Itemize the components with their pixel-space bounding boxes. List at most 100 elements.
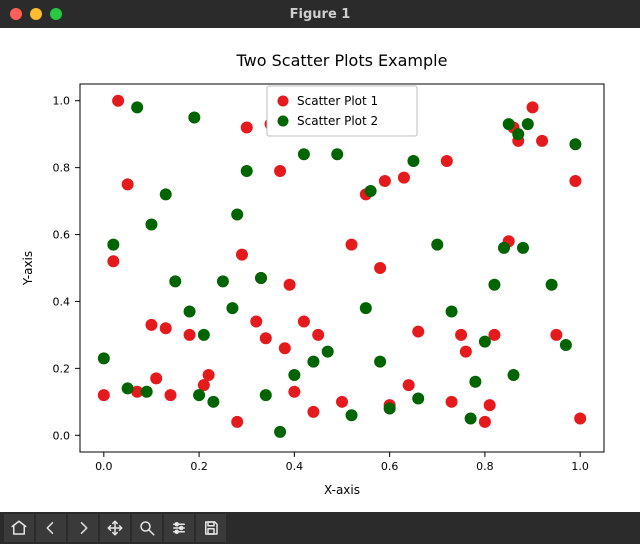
minimize-icon[interactable] [30, 8, 42, 20]
scatter-point [288, 386, 300, 398]
scatter-point [441, 155, 453, 167]
scatter-point [274, 165, 286, 177]
x-tick-label: 0.4 [286, 460, 304, 473]
maximize-icon[interactable] [50, 8, 62, 20]
figure-canvas: 0.00.20.40.60.81.00.00.20.40.60.81.0X-ax… [0, 28, 640, 512]
scatter-point [560, 339, 572, 351]
scatter-point [398, 172, 410, 184]
scatter-point [160, 188, 172, 200]
scatter-point [165, 389, 177, 401]
scatter-point [184, 329, 196, 341]
scatter-point [298, 148, 310, 160]
scatter-point [298, 316, 310, 328]
scatter-point [527, 101, 539, 113]
legend-label: Scatter Plot 1 [297, 94, 378, 108]
scatter-point [207, 396, 219, 408]
zoom-button[interactable] [132, 514, 162, 542]
scatter-point [241, 121, 253, 133]
chart-title: Two Scatter Plots Example [236, 51, 448, 70]
home-icon [10, 519, 28, 537]
scatter-point [346, 239, 358, 251]
scatter-point [312, 329, 324, 341]
scatter-point [498, 242, 510, 254]
scatter-point [469, 376, 481, 388]
scatter-point [169, 275, 181, 287]
y-tick-label: 0.8 [53, 162, 71, 175]
close-icon[interactable] [10, 8, 22, 20]
forward-button[interactable] [68, 514, 98, 542]
scatter-point [307, 406, 319, 418]
scatter-point [507, 369, 519, 381]
scatter-point [145, 319, 157, 331]
scatter-point [546, 279, 558, 291]
scatter-point [365, 185, 377, 197]
scatter-point [522, 118, 534, 130]
x-tick-label: 0.0 [95, 460, 113, 473]
scatter-point [569, 138, 581, 150]
scatter-point [122, 178, 134, 190]
scatter-point [193, 389, 205, 401]
window-title: Figure 1 [0, 7, 640, 22]
scatter-point [188, 111, 200, 123]
scatter-point [412, 326, 424, 338]
scatter-point [322, 346, 334, 358]
scatter-point [98, 352, 110, 364]
pan-button[interactable] [100, 514, 130, 542]
legend-marker [278, 116, 289, 127]
scatter-point [412, 392, 424, 404]
window-controls [10, 8, 62, 20]
scatter-point [160, 322, 172, 334]
x-tick-label: 0.8 [476, 460, 494, 473]
y-tick-label: 0.4 [53, 295, 71, 308]
scatter-point [255, 272, 267, 284]
scatter-point [98, 389, 110, 401]
scatter-point [517, 242, 529, 254]
x-axis-label: X-axis [324, 483, 360, 497]
y-tick-label: 1.0 [53, 95, 71, 108]
scatter-point [550, 329, 562, 341]
scatter-point [203, 369, 215, 381]
scatter-point [260, 389, 272, 401]
scatter-point [455, 329, 467, 341]
app-window: Figure 1 0.00.20.40.60.81.00.00.20.40.60… [0, 0, 640, 544]
y-tick-label: 0.6 [53, 229, 71, 242]
config-icon [170, 519, 188, 537]
back-icon [42, 519, 60, 537]
scatter-point [226, 302, 238, 314]
scatter-point [479, 336, 491, 348]
scatter-point [460, 346, 472, 358]
y-axis-label: Y-axis [21, 251, 35, 286]
scatter-point [484, 399, 496, 411]
scatter-point [141, 386, 153, 398]
scatter-point [112, 95, 124, 107]
scatter-point [465, 413, 477, 425]
matplotlib-toolbar [0, 512, 640, 544]
scatter-point [241, 165, 253, 177]
scatter-point [217, 275, 229, 287]
scatter-point [331, 148, 343, 160]
save-button[interactable] [196, 514, 226, 542]
scatter-point [446, 396, 458, 408]
scatter-point [288, 369, 300, 381]
scatter-point [198, 329, 210, 341]
x-tick-label: 0.2 [190, 460, 208, 473]
scatter-point [384, 403, 396, 415]
scatter-point [145, 219, 157, 231]
back-button[interactable] [36, 514, 66, 542]
scatter-point [488, 279, 500, 291]
x-tick-label: 0.6 [381, 460, 399, 473]
scatter-point [260, 332, 272, 344]
scatter-point [107, 239, 119, 251]
home-button[interactable] [4, 514, 34, 542]
config-button[interactable] [164, 514, 194, 542]
scatter-point [374, 356, 386, 368]
scatter-point [284, 279, 296, 291]
save-icon [202, 519, 220, 537]
scatter-point [403, 379, 415, 391]
legend-label: Scatter Plot 2 [297, 114, 378, 128]
scatter-point [150, 372, 162, 384]
scatter-point [407, 155, 419, 167]
scatter-point [536, 135, 548, 147]
scatter-point [274, 426, 286, 438]
scatter-point [307, 356, 319, 368]
